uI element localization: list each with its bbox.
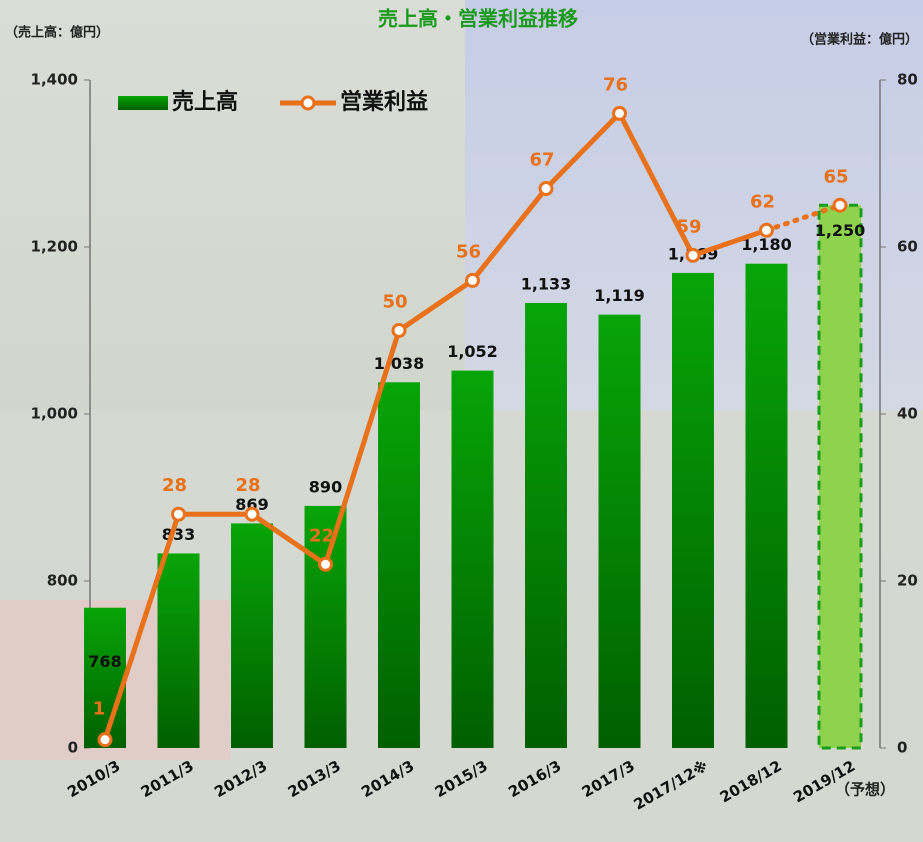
line-label: 28 [162, 475, 187, 496]
bar [304, 505, 347, 748]
bar [672, 272, 714, 748]
y2-axis-label: （営業利益：億円） [801, 32, 918, 48]
line-point [685, 247, 701, 263]
bar-label: 1,052 [447, 342, 498, 361]
bar-label: 869 [235, 495, 268, 514]
bar [84, 607, 126, 748]
line-point [612, 105, 627, 121]
line-label: 1 [93, 699, 106, 720]
bar-label: 890 [309, 477, 342, 496]
bar [598, 314, 641, 748]
y2-tick-label: 0 [897, 739, 907, 757]
bar-label: 1,119 [594, 286, 645, 305]
bar [231, 523, 273, 748]
bar-label: 768 [88, 652, 121, 671]
y-tick-label: 800 [47, 572, 78, 590]
bar [157, 553, 200, 748]
line-point [171, 506, 186, 522]
line [102, 110, 768, 741]
bar-label: 1,133 [521, 274, 572, 293]
y2-tick-label: 80 [897, 71, 918, 89]
line-label: 62 [750, 191, 775, 212]
bar [378, 382, 420, 748]
bar [817, 203, 863, 750]
line-label: 50 [382, 292, 407, 313]
line-point [318, 556, 333, 572]
y-tick-label: 1,400 [31, 71, 78, 89]
y2-tick-label: 60 [897, 238, 918, 256]
line-label: 28 [235, 475, 260, 496]
line-label: 22 [309, 525, 334, 546]
line-point [832, 197, 848, 213]
bar-label: 1,250 [815, 221, 866, 240]
line-label: 76 [603, 74, 628, 95]
legend-swatch-point [300, 95, 316, 111]
legend-label: 売上高 [172, 89, 238, 115]
y-tick-label: 1,000 [31, 405, 78, 423]
line-point [244, 506, 260, 522]
y2-tick-label: 20 [897, 572, 918, 590]
line-point [391, 323, 407, 338]
bar-label: 833 [162, 525, 195, 544]
y-tick-label: 1,200 [31, 238, 78, 256]
line-label: 65 [823, 166, 848, 187]
bar [745, 263, 788, 748]
bar [525, 302, 567, 748]
annotation: （予想） [835, 781, 895, 799]
y2-tick-label: 40 [897, 405, 918, 423]
bar-label: 1,038 [374, 354, 425, 373]
line-point [465, 272, 480, 288]
line-forecast [764, 202, 843, 233]
bar [451, 370, 494, 748]
line-point [97, 732, 113, 748]
line-point [538, 181, 554, 197]
y-tick-label: 0 [68, 739, 78, 757]
y-axis-label: （売上高：億円） [5, 25, 109, 41]
line-point [759, 222, 774, 238]
line-label: 56 [456, 241, 481, 262]
legend-swatch-bar [118, 96, 168, 110]
line-label: 67 [529, 150, 554, 171]
legend-label: 営業利益 [340, 89, 428, 115]
chart-title: 売上高・営業利益推移 [378, 7, 578, 31]
line-label: 59 [676, 216, 701, 237]
bar-label: 1,180 [741, 235, 792, 254]
